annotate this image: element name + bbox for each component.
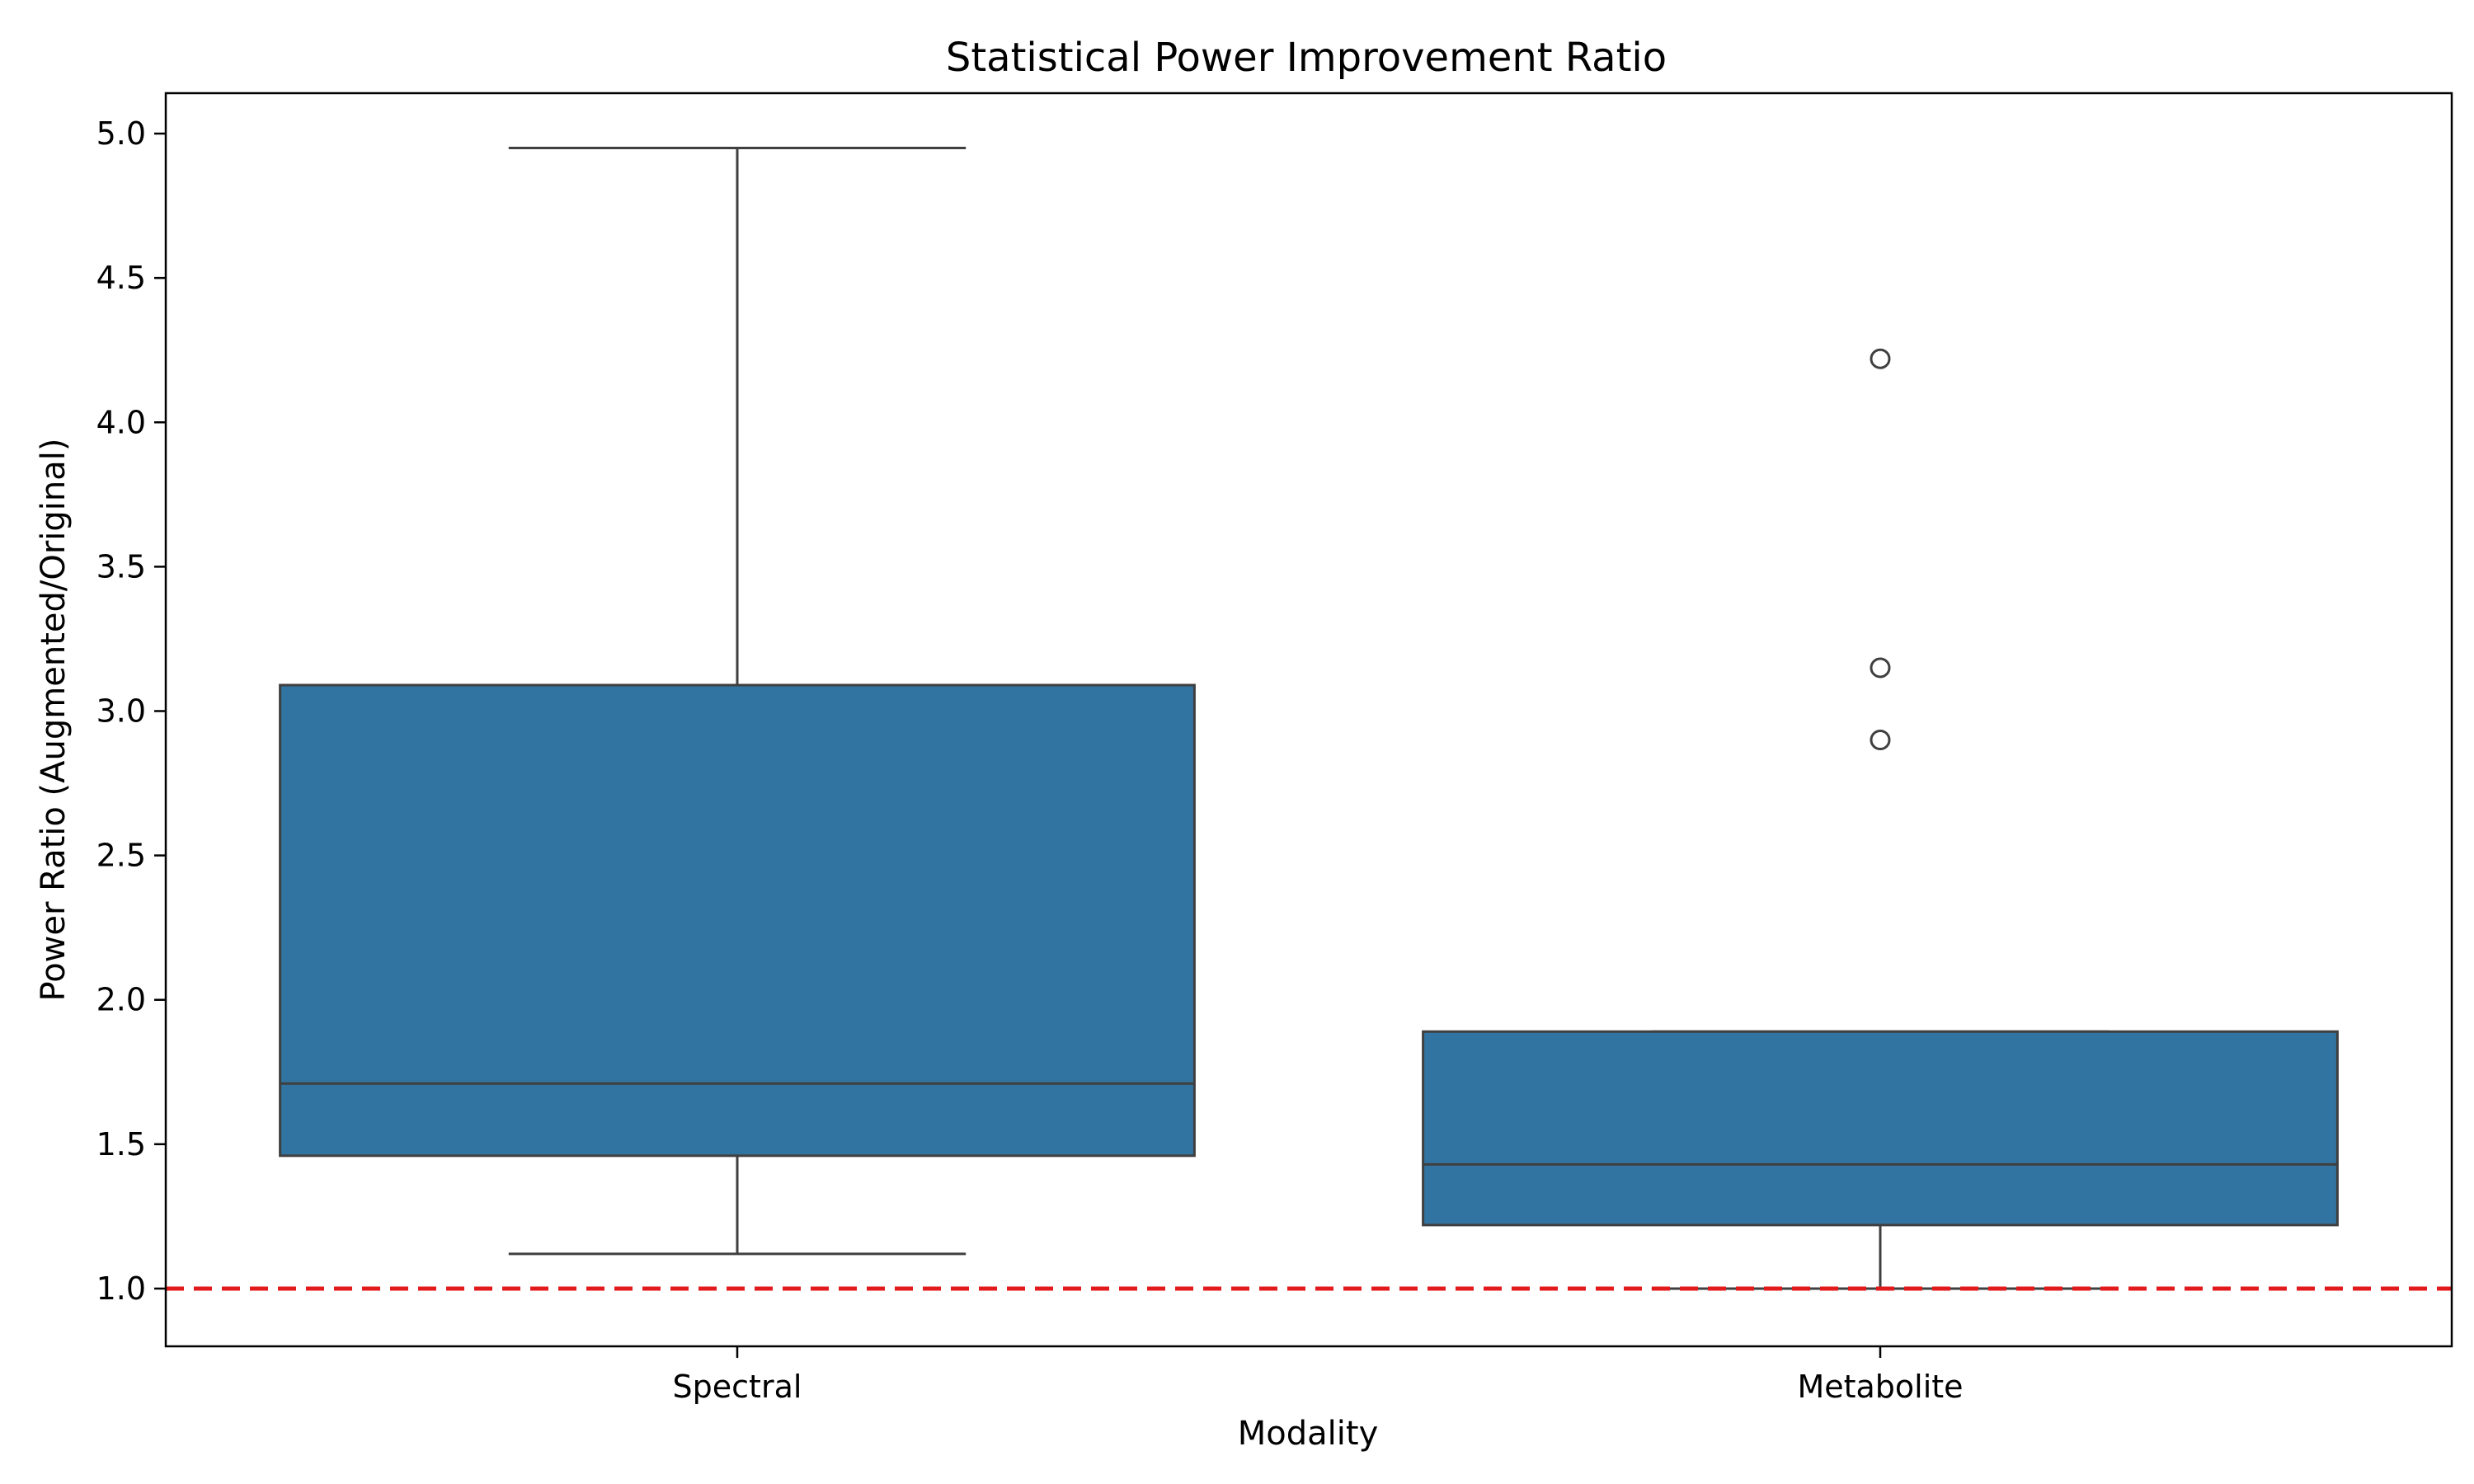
chart-title: Statistical Power Improvement Ratio [946,35,1667,81]
y-tick-label: 1.5 [96,1126,146,1162]
y-tick-label: 1.0 [96,1270,146,1307]
outlier-point [1870,348,1891,369]
y-tick-label: 2.5 [96,838,146,874]
outlier-point [1870,730,1891,751]
y-tick-label: 3.5 [96,548,146,585]
y-tick-label: 5.0 [96,115,146,152]
x-tick-label-metabolite: Metabolite [1797,1369,1963,1405]
box-iqr [1422,1030,2339,1227]
y-tick-label: 2.0 [96,982,146,1018]
y-axis-label: Power Ratio (Augmented/Original) [35,439,73,1002]
box-group-metabolite [1422,348,2339,1290]
plot-area [166,147,2452,1291]
plot-frame [164,92,2453,1348]
outlier-point [1870,657,1891,679]
y-axis: 1.0 1.5 2.0 2.5 3.0 3.5 4.0 4.5 5.0 [96,115,166,1307]
box-group-spectral [279,147,1196,1256]
x-axis: Spectral Metabolite [673,1346,1964,1405]
y-tick-label: 4.0 [96,404,146,440]
y-tick-label: 3.0 [96,693,146,729]
y-tick-label: 4.5 [96,260,146,296]
x-tick-label-spectral: Spectral [673,1369,802,1405]
box-iqr [279,683,1196,1158]
x-axis-label: Modality [1238,1415,1378,1453]
